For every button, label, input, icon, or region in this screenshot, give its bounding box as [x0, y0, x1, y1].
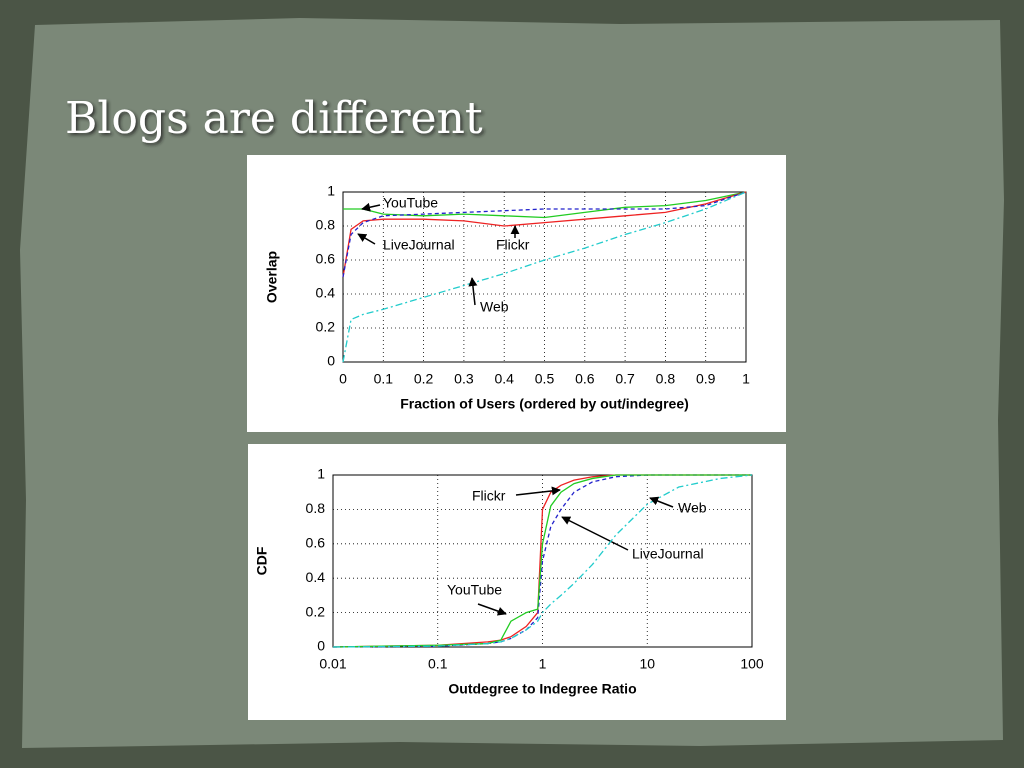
series-label: Web — [678, 500, 707, 516]
series-line — [332, 474, 752, 648]
series-label: YouTube — [383, 195, 438, 211]
x-tick-label: 1 — [742, 371, 750, 387]
y-axis-label: Overlap — [264, 251, 280, 303]
x-axis-label: Fraction of Users (ordered by out/indegr… — [400, 396, 689, 412]
slide-title: Blogs are different — [65, 93, 483, 144]
series-label: Flickr — [496, 237, 530, 253]
label-arrow — [357, 233, 376, 245]
x-tick-label: 1 — [539, 656, 547, 672]
series-label: Web — [480, 299, 509, 315]
chart-background — [248, 444, 786, 720]
y-tick-label: 0 — [317, 638, 325, 654]
y-tick-label: 0.6 — [306, 535, 326, 551]
x-tick-label: 0.2 — [414, 371, 434, 387]
y-tick-label: 0.6 — [316, 251, 336, 267]
x-tick-label: 100 — [740, 656, 764, 672]
x-tick-label: 0.8 — [656, 371, 676, 387]
series-line — [342, 191, 747, 278]
x-tick-label: 0.3 — [454, 371, 474, 387]
plot-frame — [332, 474, 753, 648]
y-tick-label: 0.4 — [306, 569, 326, 585]
y-tick-label: 0.8 — [306, 500, 326, 516]
x-tick-label: 0.5 — [535, 371, 555, 387]
y-tick-label: 1 — [327, 183, 335, 199]
label-arrow — [477, 603, 507, 616]
x-tick-label: 0.01 — [319, 656, 346, 672]
label-arrow — [361, 202, 381, 212]
y-tick-label: 0.8 — [316, 217, 336, 233]
x-tick-label: 0.9 — [696, 371, 716, 387]
y-axis-label: CDF — [254, 546, 270, 575]
series-label: LiveJournal — [383, 237, 455, 253]
label-arrow — [515, 486, 561, 496]
x-axis-label: Outdegree to Indegree Ratio — [448, 681, 636, 697]
x-tick-label: 0.4 — [494, 371, 514, 387]
x-tick-label: 0.6 — [575, 371, 595, 387]
series-label: LiveJournal — [632, 546, 704, 562]
series-line — [342, 191, 747, 363]
y-tick-label: 0.2 — [316, 319, 336, 335]
x-tick-label: 0.1 — [374, 371, 394, 387]
label-arrow — [649, 496, 674, 508]
y-tick-label: 0.2 — [306, 603, 326, 619]
label-arrow — [468, 277, 478, 306]
x-tick-label: 0 — [339, 371, 347, 387]
x-tick-label: 10 — [639, 656, 655, 672]
x-tick-label: 0.7 — [615, 371, 635, 387]
y-tick-label: 0 — [327, 353, 335, 369]
series-line — [332, 474, 752, 648]
y-tick-label: 0.4 — [316, 285, 336, 301]
series-label: Flickr — [472, 488, 506, 504]
series-label: YouTube — [447, 582, 502, 598]
label-arrow — [561, 516, 629, 551]
y-tick-label: 1 — [317, 466, 325, 482]
x-tick-label: 0.1 — [428, 656, 448, 672]
